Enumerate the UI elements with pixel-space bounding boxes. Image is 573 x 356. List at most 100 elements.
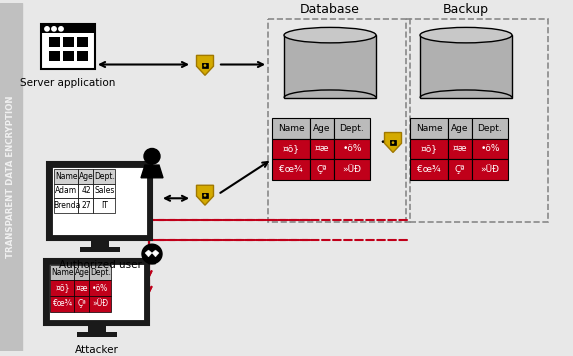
Text: ¤æ: ¤æ [76,284,88,293]
Bar [54,198,79,213]
Text: •ö%: •ö% [480,145,500,153]
Text: Backup: Backup [443,3,489,16]
Text: Age: Age [74,268,89,277]
Text: €œ¾: €œ¾ [417,165,441,174]
Bar [472,139,508,159]
Bar [80,247,120,252]
Bar [472,159,508,180]
Bar [272,118,310,139]
Bar [54,169,79,184]
Bar [448,118,472,139]
Text: Name: Name [55,172,78,181]
Bar [410,139,448,159]
Text: Dept.: Dept. [90,268,111,277]
Text: ¤æ: ¤æ [315,145,329,153]
Text: Brenda: Brenda [53,201,80,210]
Bar [63,37,74,47]
Text: €œ¾: €œ¾ [53,299,73,308]
Bar [202,63,208,68]
Text: Server application: Server application [20,78,116,88]
Bar [63,51,74,61]
Circle shape [205,195,206,196]
Bar [410,159,448,180]
Bar [448,139,472,159]
Circle shape [144,148,160,164]
Circle shape [59,27,63,31]
Text: €œ¾: €œ¾ [279,165,303,174]
Bar [272,159,310,180]
Bar [41,25,95,33]
Bar [49,264,144,320]
Text: Name: Name [415,124,442,133]
Bar [406,19,548,222]
Bar [79,184,93,198]
Bar [79,198,93,213]
Text: Dept.: Dept. [340,124,364,133]
Bar [91,240,109,247]
Polygon shape [197,185,214,205]
Bar [77,51,88,61]
Text: Authorized user: Authorized user [58,260,142,270]
Bar [45,259,150,325]
Bar [272,139,310,159]
Bar [93,184,116,198]
Text: Age: Age [452,124,469,133]
Bar [49,37,60,47]
Bar [334,139,370,159]
Polygon shape [197,56,214,75]
Bar [310,118,334,139]
Bar [89,280,112,296]
Text: ¤õ}: ¤õ} [282,145,300,153]
Polygon shape [147,259,157,264]
Bar [79,169,93,184]
Bar [93,198,116,213]
Text: »ÜÐ: »ÜÐ [92,299,108,308]
Bar [74,296,89,312]
Bar [284,35,376,98]
Text: Name: Name [51,268,74,277]
Text: Sales: Sales [95,187,115,195]
Bar [74,265,89,280]
Bar [50,265,74,280]
Text: Çª: Çª [317,165,327,174]
Text: •ö%: •ö% [92,284,109,293]
Polygon shape [152,250,159,257]
Text: Database: Database [300,3,360,16]
Circle shape [45,27,49,31]
Bar [310,139,334,159]
Circle shape [142,244,162,264]
Bar [310,159,334,180]
Polygon shape [145,250,152,257]
Bar [334,118,370,139]
Text: »ÜÐ: »ÜÐ [343,165,362,174]
Text: Name: Name [278,124,304,133]
Circle shape [205,65,206,66]
Text: TRANSPARENT DATA ENCRYPTION: TRANSPARENT DATA ENCRYPTION [6,95,15,258]
Text: •ö%: •ö% [342,145,362,153]
Text: Age: Age [79,172,93,181]
Text: IT: IT [101,201,108,210]
Bar [48,162,152,240]
Bar [88,325,106,332]
Text: ¤õ}: ¤õ} [55,284,70,293]
Bar [54,184,79,198]
Bar [390,140,397,145]
Text: ¤õ}: ¤õ} [421,145,438,153]
Bar [50,296,74,312]
Bar [41,25,95,69]
Bar [0,3,22,351]
Bar [93,169,116,184]
Bar [420,35,512,98]
Ellipse shape [420,27,512,43]
Text: 42: 42 [81,187,91,195]
Text: »ÜÐ: »ÜÐ [481,165,500,174]
Polygon shape [141,165,163,178]
Bar [77,37,88,47]
Bar [50,280,74,296]
Bar [202,193,208,198]
Text: Dept.: Dept. [94,172,115,181]
Polygon shape [384,132,402,152]
Text: Çª: Çª [77,299,87,308]
Bar [89,265,112,280]
Text: Adam: Adam [56,187,77,195]
